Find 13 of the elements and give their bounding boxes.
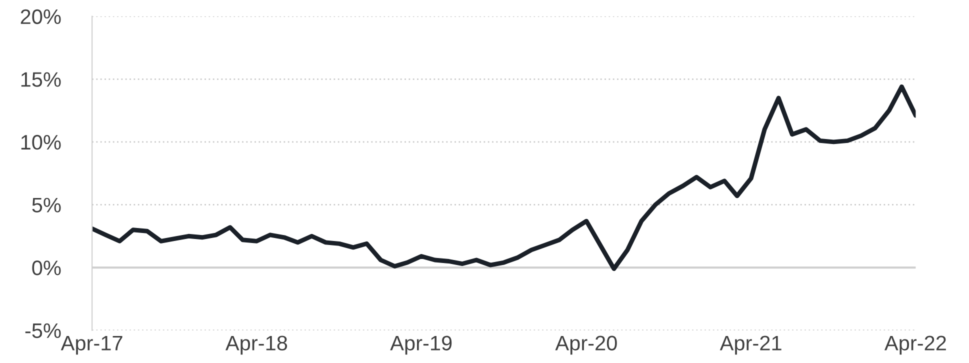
x-tick-label: Apr-21 [720,336,782,355]
y-tick-label: 15% [21,72,61,87]
y-tick-label: -5% [25,323,61,338]
y-tick-label: 0% [32,260,61,276]
x-tick-label: Apr-20 [555,336,617,355]
y-tick-label: 5% [32,198,61,212]
x-tick-label: Apr-18 [225,336,288,355]
line-series [92,84,916,272]
y-tick-label: 20% [20,9,61,24]
x-tick-label: Apr-19 [390,336,452,355]
x-tick-label: Apr-17 [60,336,122,355]
y-tick-label: 10% [21,134,61,150]
x-tick-label: Apr-22 [884,336,946,355]
